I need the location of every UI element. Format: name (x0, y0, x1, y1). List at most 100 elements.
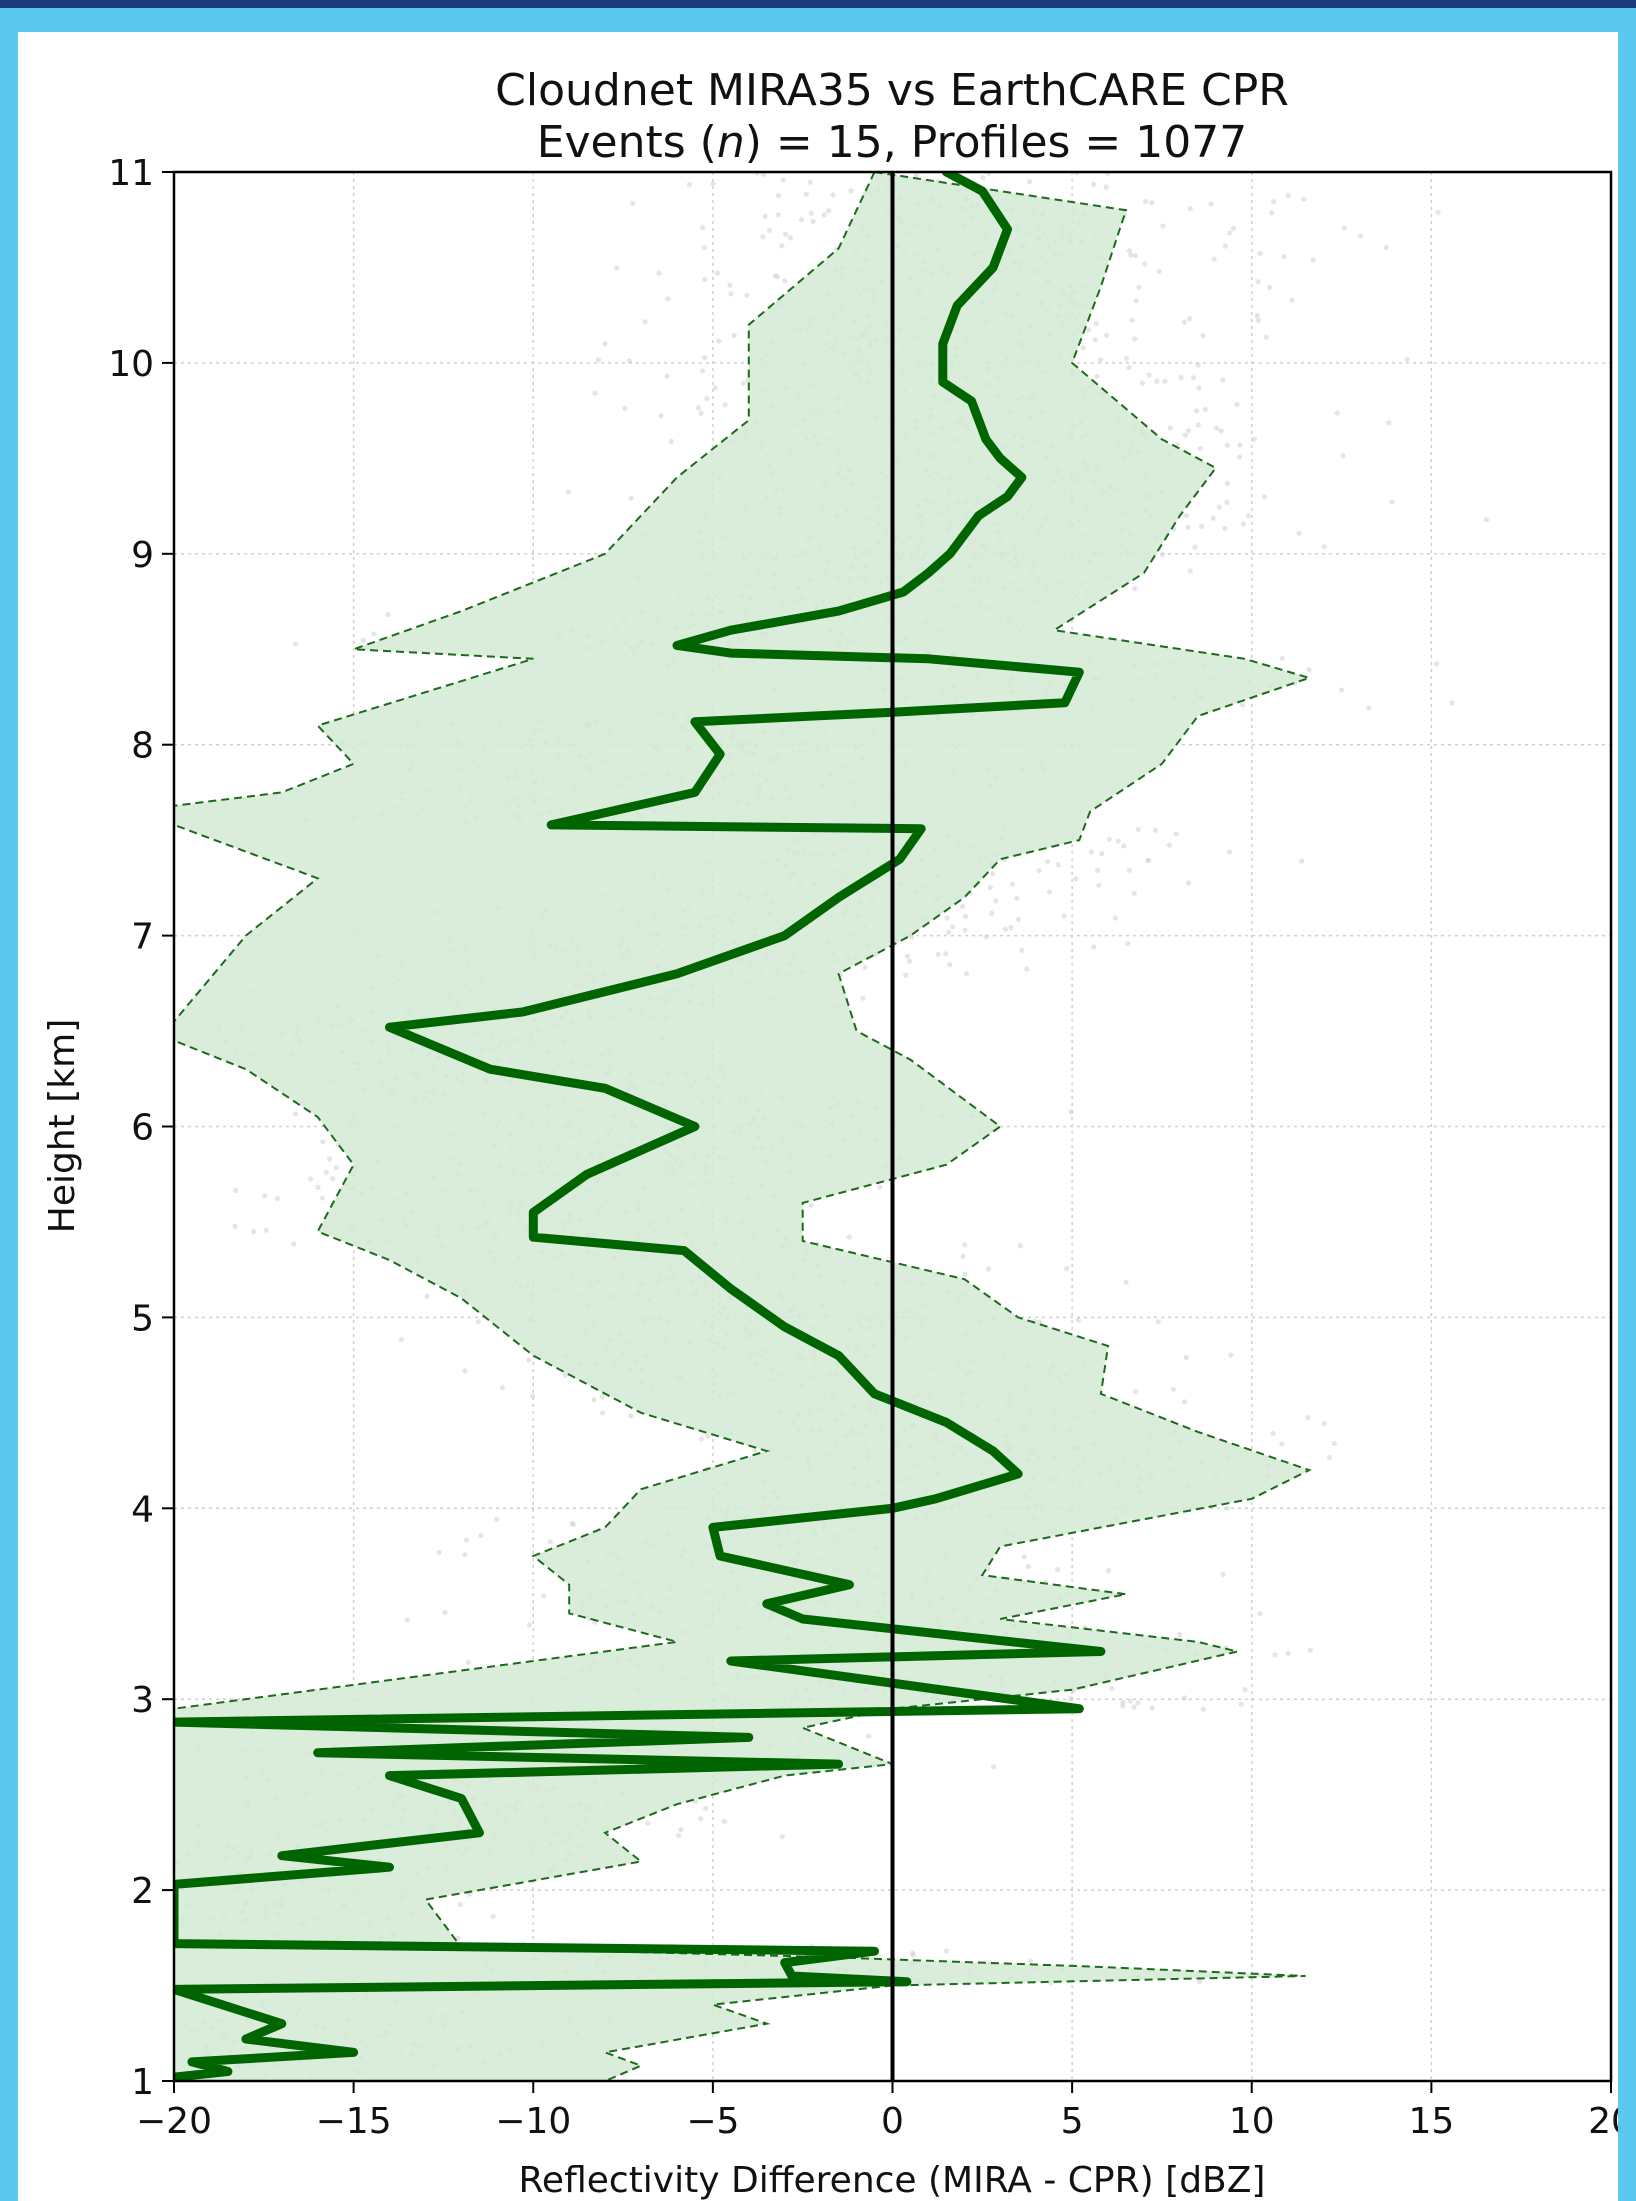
scatter-point (803, 191, 809, 197)
x-tick-label: 10 (1229, 2101, 1275, 2142)
scatter-point (628, 1413, 634, 1419)
scatter-point (1127, 1698, 1133, 1704)
scatter-point (1289, 297, 1295, 303)
scatter-point (1237, 442, 1243, 448)
scatter-point (565, 489, 572, 495)
scatter-point (1104, 332, 1110, 338)
scatter-point (1135, 1700, 1141, 1706)
scatter-point (1097, 357, 1104, 363)
scatter-point (1166, 842, 1173, 848)
scatter-point (645, 1820, 651, 1826)
scatter-point (292, 1111, 298, 1117)
scatter-point (360, 638, 366, 644)
scatter-point (1196, 385, 1202, 391)
scatter-point (1142, 198, 1149, 204)
scatter-point (810, 218, 816, 224)
scatter-point (315, 1184, 321, 1190)
scatter-point (699, 368, 706, 374)
scatter-point (946, 929, 952, 935)
scatter-point (232, 1223, 238, 1229)
scatter-point (599, 1410, 606, 1416)
scatter-point (944, 915, 950, 921)
scatter-point (1167, 425, 1173, 431)
y-tick-label: 5 (131, 1298, 154, 1339)
scatter-point (1202, 406, 1208, 412)
scatter-point (602, 341, 608, 347)
chart-subtitle: Events (n) = 15, Profiles = 1077 (537, 117, 1248, 168)
scatter-point (826, 208, 832, 214)
scatter-point (722, 402, 728, 408)
x-tick-label: −5 (686, 2101, 739, 2142)
scatter-point (1185, 524, 1191, 530)
scatter-point (712, 385, 718, 391)
scatter-point (913, 172, 919, 178)
scatter-point (499, 1385, 505, 1391)
scatter-point (442, 1609, 448, 1616)
scatter-point (1126, 867, 1132, 873)
scatter-point (728, 291, 734, 297)
scatter-point (262, 1193, 268, 1199)
mean-line (174, 172, 1106, 2081)
scatter-point (464, 1537, 470, 1543)
scatter-point (762, 213, 768, 219)
scatter-point (1434, 661, 1440, 667)
scatter-point (1126, 248, 1132, 254)
scatter-point (656, 270, 662, 276)
scatter-point (782, 231, 789, 237)
reflectivity-difference-chart: Cloudnet MIRA35 vs EarthCARE CPR Events … (42, 65, 1618, 2201)
y-tick-label: 7 (131, 917, 154, 958)
scatter-point (1306, 667, 1312, 673)
scatter-point (1183, 1354, 1189, 1360)
scatter-point (1115, 838, 1121, 844)
chart-title: Cloudnet MIRA35 vs EarthCARE CPR (495, 65, 1289, 116)
scatter-point (1152, 827, 1158, 833)
scatter-point (860, 995, 866, 1001)
scatter-point (274, 1196, 280, 1202)
scatter-point (1296, 530, 1302, 536)
scatter-point (1195, 362, 1201, 368)
scatter-point (1270, 1430, 1276, 1436)
scatter-point (1131, 890, 1137, 897)
y-tick-label: 8 (131, 726, 154, 767)
scatter-point (698, 1436, 705, 1442)
scatter-point (1222, 525, 1228, 532)
scatter-point (1173, 831, 1179, 837)
scatter-point (1185, 880, 1191, 886)
scatter-point (960, 903, 966, 910)
scatter-point (731, 332, 737, 339)
scatter-point (1279, 655, 1285, 661)
subtitle-variable: n (717, 117, 745, 168)
y-tick-label: 2 (131, 1871, 154, 1912)
scatter-point (1366, 705, 1372, 711)
scatter-point (233, 1187, 239, 1193)
scatter-point (665, 296, 671, 302)
scatter-point (1255, 279, 1261, 285)
scatter-point (1146, 372, 1152, 378)
scatter-point (1091, 181, 1097, 187)
scatter-point (1126, 365, 1132, 371)
scatter-point (424, 1293, 430, 1299)
scatter-point (478, 1533, 484, 1539)
scatter-point (779, 1834, 785, 1840)
scatter-point (1263, 334, 1269, 340)
scatter-point (1046, 889, 1052, 895)
band-right-edge (423, 172, 1313, 2081)
scatter-point (591, 1397, 597, 1403)
scatter-point (1142, 261, 1148, 267)
scatter-point (404, 1617, 410, 1623)
scatter-point (371, 631, 377, 637)
scatter-point (1224, 442, 1230, 448)
scatter-point (808, 210, 814, 216)
scatter-point (846, 1234, 852, 1240)
figure-panel: Cloudnet MIRA35 vs EarthCARE CPR Events … (18, 32, 1618, 2201)
scatter-point (1133, 1389, 1139, 1395)
scatter-point (960, 1253, 966, 1259)
y-axis-label: Height [km] (42, 1019, 83, 1233)
scatter-point (703, 1805, 709, 1811)
scatter-point (962, 927, 968, 933)
y-tick-label: 10 (108, 344, 154, 385)
scatter-point (714, 270, 721, 276)
scatter-point (1193, 408, 1200, 414)
scatter-point (704, 396, 710, 402)
